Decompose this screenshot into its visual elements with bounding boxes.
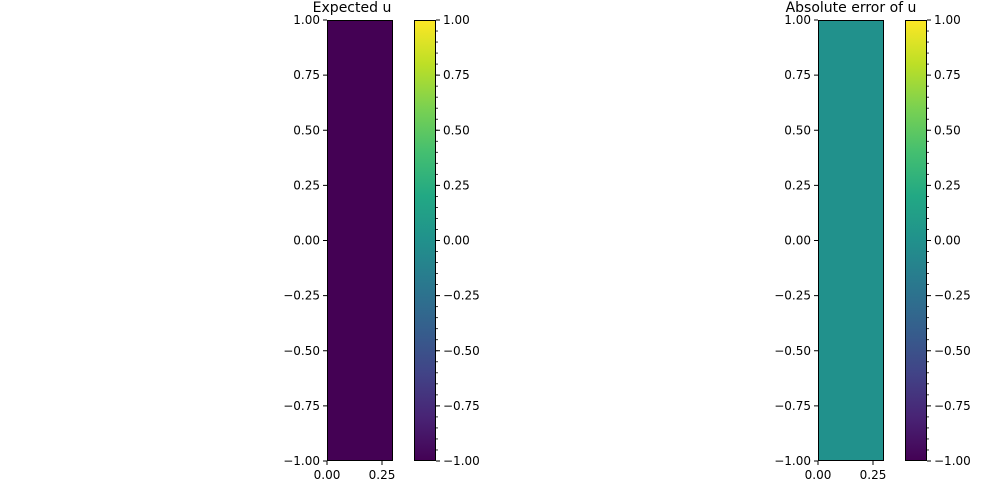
y-tick-label: 0.25 xyxy=(293,178,320,192)
panel-expected-u: Expected u −1.00−0.75−0.50−0.250.000.250… xyxy=(283,0,480,482)
y-tick-label: 0.75 xyxy=(293,68,320,82)
colorbar-axis: −1.00 −0.75 −0.50 −0.25 0.00 0.25 0.50 0.75 1.00 xyxy=(436,13,480,468)
chart-title: Absolute error of u xyxy=(786,0,917,16)
colorbar xyxy=(414,20,436,461)
colorbar-tick-label: 0.25 xyxy=(934,178,961,192)
y-axis: −1.00 −0.75 −0.50 −0.25 0.00 0.25 0.50 0.75 1.00 xyxy=(283,13,327,468)
panel-absolute-error-u: Absolute error of u −1.00 −0.75 −0.50 −0.25… xyxy=(774,0,971,482)
colorbar xyxy=(905,20,927,461)
colorbar-tick-label: 0.75 xyxy=(934,68,961,82)
y-tick-label: 0.00 xyxy=(293,234,320,248)
x-tick-label: 0.25 xyxy=(860,468,887,482)
colorbar-tick-label: 0.50 xyxy=(443,123,470,137)
y-tick-label: 0.50 xyxy=(784,123,811,137)
colorbar-frame xyxy=(905,20,927,461)
colorbar-tick-label: 0.75 xyxy=(443,68,470,82)
colorbar-tick-label: 1.00 xyxy=(443,13,470,27)
x-axis: 0.00 0.25 xyxy=(314,461,396,482)
colorbar-tick-label: −0.50 xyxy=(443,344,480,358)
axes-frame xyxy=(818,20,884,461)
y-axis: −1.00 −0.75 −0.50 −0.25 0.00 0.25 0.50 0.75 1.00 xyxy=(774,13,818,468)
x-tick-label: 0.00 xyxy=(805,468,832,482)
y-tick-label: 1.00 xyxy=(784,13,811,27)
colorbar-tick-label: −0.75 xyxy=(443,399,480,413)
heatmap-cell xyxy=(327,20,393,461)
y-tick-label: −1.00 xyxy=(283,454,320,468)
colorbar-tick-label: −0.25 xyxy=(934,289,971,303)
y-tick-label: 0.50 xyxy=(293,123,320,137)
y-tick-label: 0.00 xyxy=(784,234,811,248)
colorbar-tick-label: −0.50 xyxy=(934,344,971,358)
y-tick-label: −0.50 xyxy=(774,344,811,358)
y-tick-label: 1.00 xyxy=(293,13,320,27)
y-tick-label: −0.75 xyxy=(774,399,811,413)
colorbar-tick-label: 0.00 xyxy=(443,234,470,248)
y-tick-label: −0.25 xyxy=(283,289,320,303)
colorbar-tick-label: 1.00 xyxy=(934,13,961,27)
y-tick-label: −0.50 xyxy=(283,344,320,358)
colorbar-tick-label: 0.25 xyxy=(443,178,470,192)
x-tick-label: 0.00 xyxy=(314,468,341,482)
colorbar-tick-label: −0.25 xyxy=(443,289,480,303)
colorbar-tick-label: −0.75 xyxy=(934,399,971,413)
y-tick-label: −0.25 xyxy=(774,289,811,303)
chart-title: Expected u xyxy=(313,0,392,16)
heatmap-cell xyxy=(818,20,884,461)
colorbar-tick-label: 0.00 xyxy=(934,234,961,248)
axes-frame xyxy=(327,20,393,461)
colorbar-tick-label: −1.00 xyxy=(443,454,480,468)
colorbar-axis: −1.00 −0.75 −0.50 −0.25 0.00 0.25 0.50 0.75 1.00 xyxy=(927,13,971,468)
colorbar-frame xyxy=(414,20,436,461)
y-tick-label: 0.75 xyxy=(784,68,811,82)
y-tick-label: −1.00 xyxy=(774,454,811,468)
x-axis: 0.00 0.25 xyxy=(805,461,887,482)
y-tick-label: −0.75 xyxy=(283,399,320,413)
colorbar-tick-label: −1.00 xyxy=(934,454,971,468)
colorbar-tick-label: 0.50 xyxy=(934,123,961,137)
x-tick-label: 0.25 xyxy=(369,468,396,482)
y-tick-label: 0.25 xyxy=(784,178,811,192)
